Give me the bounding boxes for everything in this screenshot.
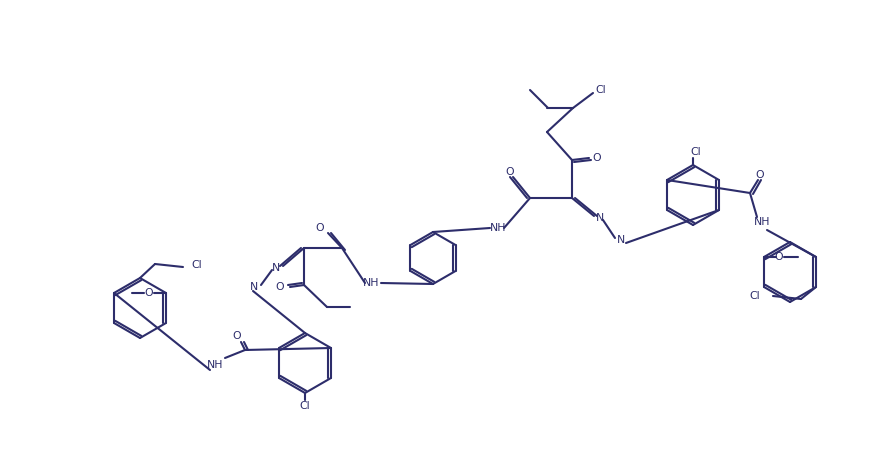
Text: NH: NH	[489, 223, 506, 233]
Text: N: N	[595, 213, 603, 223]
Text: NH: NH	[362, 278, 379, 288]
Text: Cl: Cl	[191, 260, 202, 270]
Text: O: O	[315, 223, 324, 233]
Text: N: N	[250, 282, 258, 292]
Text: NH: NH	[206, 360, 223, 370]
Text: O: O	[755, 170, 764, 180]
Text: N: N	[616, 235, 625, 245]
Text: NH: NH	[753, 217, 769, 227]
Text: Cl: Cl	[299, 401, 310, 411]
Text: N: N	[272, 263, 280, 273]
Text: O: O	[592, 153, 601, 163]
Text: O: O	[505, 167, 514, 177]
Text: O: O	[232, 331, 241, 341]
Text: Cl: Cl	[595, 85, 606, 95]
Text: O: O	[144, 288, 153, 298]
Text: O: O	[276, 282, 284, 292]
Text: Cl: Cl	[749, 291, 759, 301]
Text: Cl: Cl	[690, 147, 701, 157]
Text: O: O	[773, 252, 782, 262]
